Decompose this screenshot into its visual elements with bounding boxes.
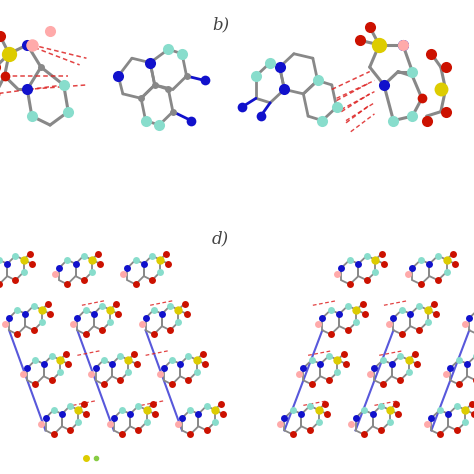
Text: d): d) — [212, 230, 229, 247]
Text: b): b) — [212, 17, 229, 34]
